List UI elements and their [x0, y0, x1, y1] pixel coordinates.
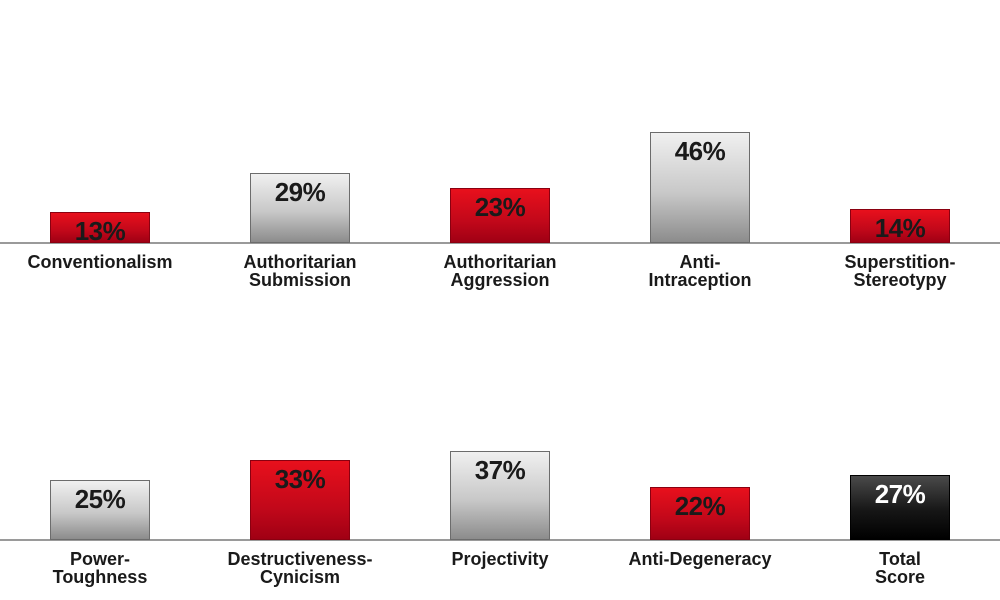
category-label-chart-1-3: Authoritarian Aggression [443, 252, 557, 290]
category-label-chart-1-4: Anti- Intraception [648, 252, 752, 290]
value-label-chart-1-3: 23% [474, 192, 526, 222]
chart-2-baseline [0, 539, 1000, 541]
value-label-chart-2-5: 27% [874, 479, 926, 509]
category-label-chart-2-3: Projectivity [451, 549, 549, 569]
category-label-chart-2-4: Anti-Degeneracy [628, 549, 772, 569]
value-label-chart-2-1: 25% [74, 484, 126, 514]
bar-chart-2-5 [850, 475, 950, 540]
category-label-chart-1-2: Authoritarian Submission [243, 252, 357, 290]
value-label-chart-1-2: 29% [274, 177, 326, 207]
value-label-chart-2-2: 33% [274, 464, 326, 494]
bar-chart-2-1 [50, 480, 150, 540]
bar-chart-1-1 [50, 212, 150, 243]
bar-chart-1-4 [650, 132, 750, 243]
value-label-chart-1-4: 46% [674, 136, 726, 166]
value-label-chart-1-5: 14% [874, 213, 926, 243]
bar-chart-2-3 [450, 451, 550, 540]
bar-chart-2-4 [650, 487, 750, 540]
category-label-chart-1-5: Superstition- Stereotypy [844, 252, 956, 290]
bar-chart-1-5 [850, 209, 950, 243]
value-label-chart-2-4: 22% [674, 491, 726, 521]
bar-chart-1-2 [250, 173, 350, 243]
category-label-chart-2-5: Total Score [874, 549, 926, 587]
category-label-chart-1-1: Conventionalism [27, 252, 173, 272]
bar-chart-1-3 [450, 188, 550, 243]
category-label-chart-2-2: Destructiveness- Cynicism [227, 549, 373, 587]
value-label-chart-2-3: 37% [474, 455, 526, 485]
chart-1-baseline [0, 242, 1000, 244]
value-label-chart-1-1: 13% [74, 216, 126, 246]
category-label-chart-2-1: Power- Toughness [52, 549, 148, 587]
bar-chart-2-2 [250, 460, 350, 540]
